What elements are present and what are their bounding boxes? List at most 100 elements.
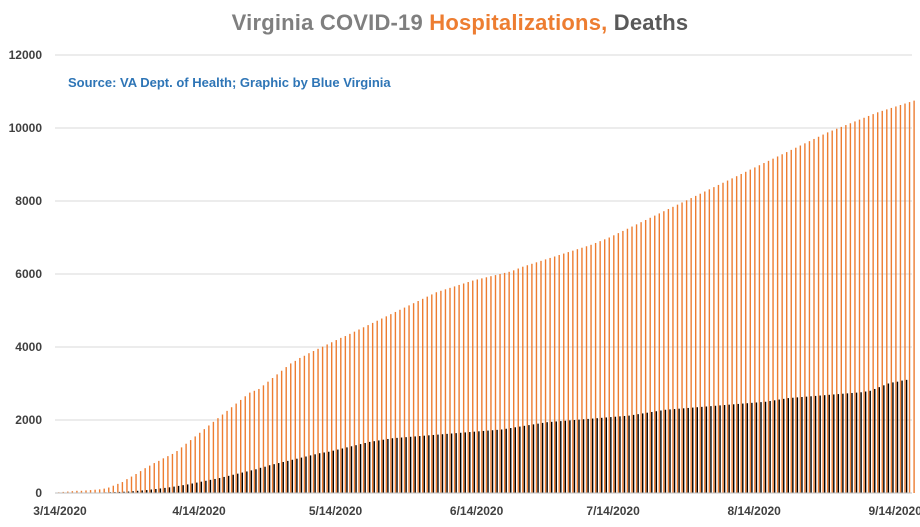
deaths-bar: [664, 409, 667, 493]
hospitalizations-bar: [685, 200, 688, 493]
deaths-bar: [828, 394, 830, 493]
deaths-bar: [446, 433, 448, 493]
x-axis-ticks: 3/14/2020 4/14/2020 5/14/2020 6/14/2020 7/14…: [33, 504, 920, 518]
hospitalizations-bar: [262, 385, 265, 493]
hospitalizations-bar: [690, 198, 692, 493]
deaths-bar: [737, 403, 739, 493]
y-tick-label: 12000: [9, 48, 43, 62]
deaths-bar: [678, 408, 680, 493]
deaths-bar: [755, 402, 758, 493]
deaths-bar: [132, 491, 134, 493]
hospitalizations-bar: [817, 136, 820, 493]
deaths-bar: [646, 412, 648, 493]
hospitalizations-bar: [340, 337, 342, 493]
hospitalizations-bar: [349, 333, 351, 493]
deaths-bar: [191, 483, 193, 493]
deaths-bar: [905, 379, 908, 493]
deaths-bar: [596, 418, 598, 493]
hospitalizations-bar: [249, 392, 251, 493]
hospitalizations-bar: [358, 329, 360, 493]
title-main: Virginia COVID-19: [231, 10, 430, 35]
hospitalizations-bar: [453, 286, 456, 493]
deaths-bar: [837, 394, 840, 493]
hospitalizations-bar: [840, 126, 842, 493]
hospitalizations-bar: [881, 110, 883, 493]
hospitalizations-bar: [822, 134, 824, 493]
hospitalizations-bar: [267, 381, 269, 493]
deaths-bar: [127, 491, 130, 493]
hospitalizations-bar: [508, 271, 510, 493]
hospitalizations-bar: [203, 429, 205, 493]
deaths-bar: [278, 463, 280, 493]
hospitalizations-bar: [695, 195, 697, 493]
deaths-bar: [805, 396, 808, 493]
deaths-bar: [218, 478, 221, 493]
hospitalizations-bar: [826, 132, 829, 493]
deaths-bar: [309, 455, 312, 493]
hospitalizations-bar: [576, 249, 579, 493]
deaths-bar: [314, 454, 316, 493]
x-tick-label: 7/14/2020: [586, 504, 640, 518]
hospitalizations-bar: [431, 294, 433, 493]
deaths-bar: [632, 414, 635, 493]
deaths-bar: [623, 415, 626, 493]
hospitalizations-bar: [67, 491, 69, 493]
deaths-bar: [159, 488, 162, 493]
hospitalizations-bar: [631, 226, 633, 494]
hospitalizations-bar: [676, 204, 679, 493]
hospitalizations-bar: [649, 217, 651, 494]
hospitalizations-bar: [130, 476, 133, 493]
deaths-bar: [819, 395, 821, 493]
hospitalizations-bar: [813, 138, 815, 493]
chart-subtitle: Source: VA Dept. of Health; Graphic by B…: [68, 75, 391, 90]
deaths-bar: [287, 460, 289, 493]
deaths-bar: [564, 420, 567, 493]
deaths-bar: [359, 444, 362, 493]
hospitalizations-bar: [394, 311, 397, 493]
deaths-bar: [491, 430, 494, 493]
hospitalizations-bar: [462, 283, 465, 493]
deaths-bar: [177, 485, 180, 493]
hospitalizations-bar: [858, 119, 861, 493]
deaths-bar: [537, 423, 539, 493]
deaths-bar: [555, 421, 557, 493]
deaths-bar: [801, 397, 803, 493]
hospitalizations-bar: [135, 474, 137, 493]
hospitalizations-bar: [381, 318, 383, 493]
deaths-bar: [237, 473, 239, 493]
hospitalizations-bar: [640, 222, 642, 494]
hospitalizations-bar: [567, 252, 569, 493]
deaths-bar: [892, 382, 894, 493]
hospitalizations-bar: [731, 178, 733, 493]
hospitalizations-bar: [212, 421, 215, 493]
deaths-bar: [246, 471, 248, 493]
hospitalizations-bar: [71, 491, 74, 493]
hospitalizations-bar: [126, 479, 128, 493]
deaths-bar: [660, 410, 662, 493]
hospitalizations-bar: [722, 182, 724, 493]
deaths-bar: [500, 429, 503, 493]
deaths-bar: [414, 436, 416, 493]
hospitalizations-bar: [758, 165, 761, 494]
deaths-bar: [478, 431, 480, 493]
deaths-bar: [337, 449, 339, 493]
deaths-bar: [305, 456, 307, 493]
deaths-bar: [455, 433, 457, 493]
hospitalizations-bar: [635, 224, 638, 494]
hospitalizations-bar: [617, 233, 620, 493]
deaths-bar: [642, 413, 644, 493]
y-tick-label: 10000: [9, 121, 43, 135]
hospitalizations-bar: [108, 487, 110, 493]
deaths-bar: [391, 438, 394, 493]
hospitalizations-bar: [594, 242, 597, 493]
deaths-bar: [541, 422, 544, 493]
deaths-bar: [382, 439, 385, 493]
x-tick-label: 6/14/2020: [450, 504, 504, 518]
hospitalizations-bar: [517, 268, 519, 493]
deaths-bar: [869, 390, 871, 493]
deaths-bar: [728, 404, 730, 493]
deaths-bar: [473, 431, 476, 493]
deaths-bar: [687, 407, 689, 493]
deaths-bar: [833, 394, 835, 493]
hospitalizations-bar: [276, 374, 278, 493]
